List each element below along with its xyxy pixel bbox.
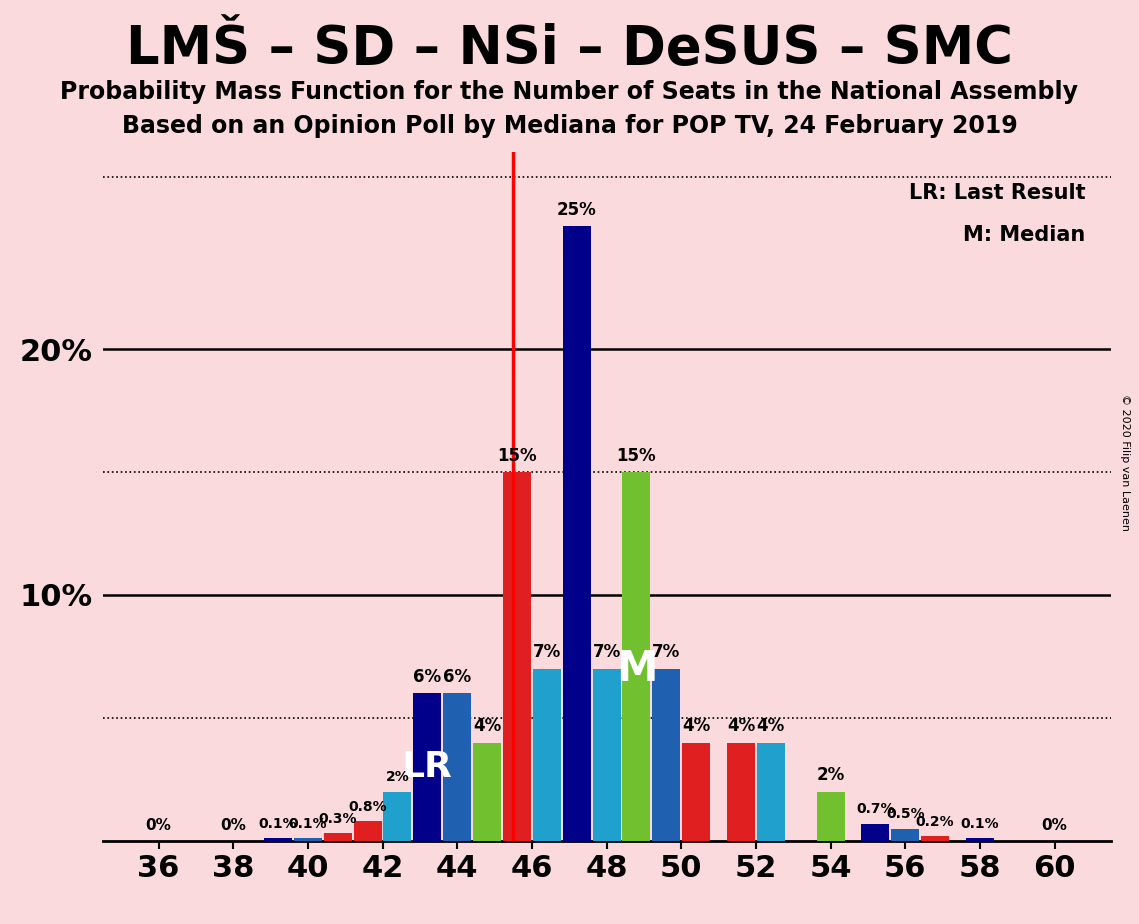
Bar: [563, 226, 591, 841]
Bar: [756, 743, 785, 841]
Text: 4%: 4%: [682, 717, 711, 736]
Bar: [413, 693, 441, 841]
Bar: [682, 743, 710, 841]
Bar: [323, 833, 352, 841]
Text: 4%: 4%: [473, 717, 501, 736]
Text: M: Median: M: Median: [964, 225, 1085, 245]
Bar: [294, 838, 322, 841]
Bar: [891, 829, 919, 841]
Text: 7%: 7%: [533, 643, 560, 662]
Text: 0.1%: 0.1%: [960, 817, 999, 831]
Text: 0%: 0%: [220, 819, 246, 833]
Text: Probability Mass Function for the Number of Seats in the National Assembly: Probability Mass Function for the Number…: [60, 80, 1079, 104]
Text: 2%: 2%: [817, 766, 845, 784]
Text: 25%: 25%: [557, 201, 597, 219]
Bar: [966, 838, 994, 841]
Text: 7%: 7%: [653, 643, 680, 662]
Bar: [264, 838, 292, 841]
Bar: [353, 821, 382, 841]
Text: Based on an Opinion Poll by Mediana for POP TV, 24 February 2019: Based on an Opinion Poll by Mediana for …: [122, 114, 1017, 138]
Bar: [473, 743, 501, 841]
Bar: [443, 693, 472, 841]
Text: LMŠ – SD – NSi – DeSUS – SMC: LMŠ – SD – NSi – DeSUS – SMC: [126, 23, 1013, 75]
Text: 0.3%: 0.3%: [319, 812, 357, 826]
Text: 0.8%: 0.8%: [349, 800, 387, 814]
Text: 4%: 4%: [756, 717, 785, 736]
Text: 0.7%: 0.7%: [857, 802, 894, 816]
Text: 15%: 15%: [497, 446, 536, 465]
Text: M: M: [616, 648, 657, 689]
Text: 4%: 4%: [727, 717, 755, 736]
Bar: [921, 836, 949, 841]
Bar: [727, 743, 755, 841]
Text: LR: LR: [402, 750, 452, 784]
Bar: [384, 792, 411, 841]
Text: 0.5%: 0.5%: [886, 808, 925, 821]
Text: 0%: 0%: [146, 819, 172, 833]
Text: 6%: 6%: [413, 668, 442, 686]
Text: 7%: 7%: [592, 643, 621, 662]
Text: 15%: 15%: [616, 446, 656, 465]
Bar: [653, 669, 680, 841]
Bar: [592, 669, 621, 841]
Text: 6%: 6%: [443, 668, 472, 686]
Text: 0.2%: 0.2%: [916, 815, 954, 829]
Text: 0%: 0%: [1041, 819, 1067, 833]
Bar: [533, 669, 560, 841]
Bar: [503, 472, 531, 841]
Text: © 2020 Filip van Laenen: © 2020 Filip van Laenen: [1121, 394, 1130, 530]
Bar: [817, 792, 844, 841]
Bar: [622, 472, 650, 841]
Bar: [966, 838, 994, 841]
Bar: [861, 823, 890, 841]
Text: 0.1%: 0.1%: [259, 817, 297, 831]
Text: 2%: 2%: [386, 771, 409, 784]
Text: LR: Last Result: LR: Last Result: [909, 184, 1085, 203]
Text: 0.1%: 0.1%: [288, 817, 327, 831]
